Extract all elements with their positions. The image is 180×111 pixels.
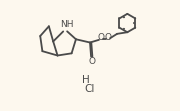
Text: O: O xyxy=(105,33,112,42)
Text: Cl: Cl xyxy=(85,84,95,94)
Text: O: O xyxy=(88,57,95,66)
Text: H: H xyxy=(82,75,89,85)
Text: NH: NH xyxy=(60,20,73,29)
Text: O: O xyxy=(97,33,104,42)
